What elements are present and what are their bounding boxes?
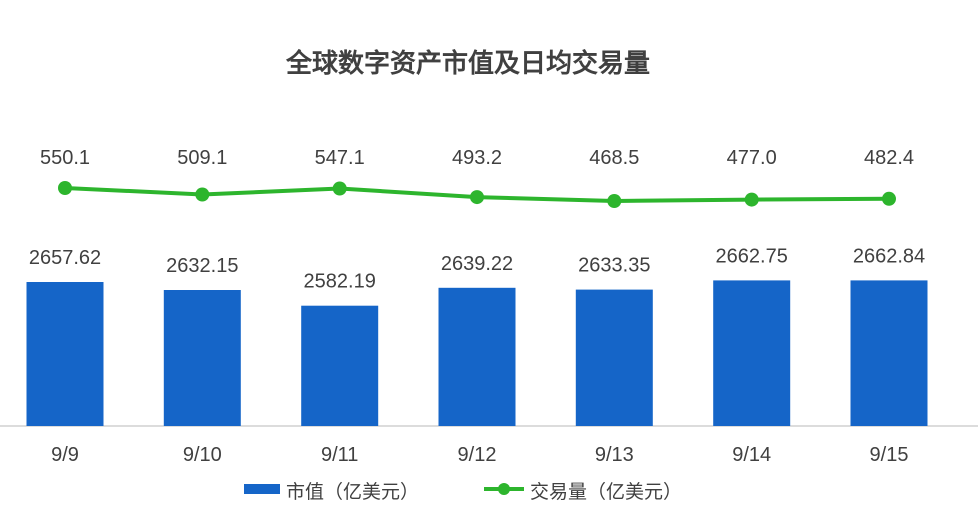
volume-point <box>58 181 72 195</box>
bars-layer <box>26 280 928 426</box>
bar <box>301 305 379 426</box>
x-tick-label: 9/14 <box>732 444 771 466</box>
line-layer <box>58 181 896 208</box>
bar-value-label: 2639.22 <box>441 253 513 275</box>
legend-swatch-volume-marker <box>498 483 510 495</box>
volume-point <box>607 194 622 208</box>
line-value-label: 468.5 <box>589 147 639 169</box>
volume-point <box>744 192 759 207</box>
volume-point <box>332 181 347 196</box>
legend: 市值（亿美元） 交易量（亿美元） <box>244 481 682 503</box>
bar-value-label: 2582.19 <box>304 271 376 293</box>
bar-value-label: 2662.84 <box>853 245 925 267</box>
x-tick-label: 9/11 <box>321 444 358 466</box>
line-value-label: 509.1 <box>177 147 227 169</box>
x-tick-label: 9/9 <box>51 444 79 466</box>
bar-value-label: 2632.15 <box>166 255 238 277</box>
legend-swatch-market-cap <box>244 484 280 494</box>
bar <box>438 287 516 426</box>
bar-value-label: 2633.35 <box>578 255 650 277</box>
bar <box>713 280 791 426</box>
bar-value-label: 2662.75 <box>716 245 788 267</box>
line-value-label: 482.4 <box>864 147 914 169</box>
x-tick-label: 9/12 <box>458 444 497 466</box>
line-value-label: 493.2 <box>452 147 502 169</box>
x-tick-label: 9/10 <box>183 444 222 466</box>
line-value-label: 477.0 <box>727 147 777 169</box>
x-tick-label: 9/15 <box>870 444 909 466</box>
labels-layer: 2657.62 9/9 2632.15 9/10 2582.19 9/11 2639.22 9… <box>29 147 925 466</box>
volume-point <box>195 187 210 202</box>
legend-label-market-cap: 市值（亿美元） <box>286 481 419 503</box>
bar-value-label: 2657.62 <box>29 247 101 269</box>
volume-point <box>882 191 896 206</box>
legend-label-volume: 交易量（亿美元） <box>530 481 682 503</box>
bar <box>26 282 104 426</box>
bar <box>575 289 653 426</box>
bar <box>850 280 928 426</box>
line-value-label: 550.1 <box>40 147 90 169</box>
bar <box>163 290 241 426</box>
line-value-label: 547.1 <box>315 147 365 169</box>
x-tick-label: 9/13 <box>595 444 634 466</box>
volume-point <box>470 190 484 205</box>
chart-title: 全球数字资产市值及日均交易量 <box>285 48 650 78</box>
